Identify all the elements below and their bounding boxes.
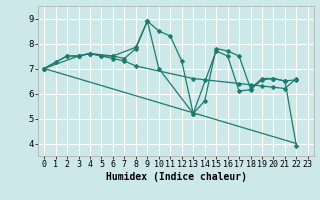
X-axis label: Humidex (Indice chaleur): Humidex (Indice chaleur) — [106, 172, 246, 182]
